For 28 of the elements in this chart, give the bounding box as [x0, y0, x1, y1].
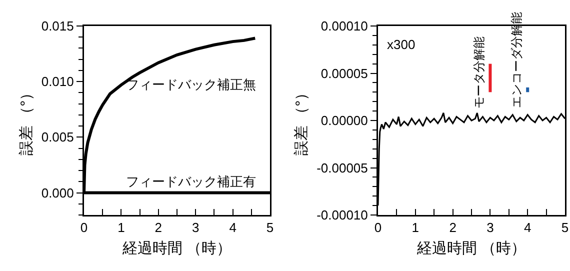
y-tick-label: 0.015	[41, 18, 74, 34]
x-tick-label: 0	[374, 220, 382, 236]
y-tick-label: 0.00005	[320, 66, 368, 81]
x-tick-label: 1	[118, 220, 125, 236]
x-tick-label: 3	[486, 220, 494, 236]
y-tick-label: 0.000	[41, 185, 74, 200]
x-tick-label: 4	[524, 220, 532, 236]
y-tick-label: 0.00010	[320, 18, 368, 34]
y-tick-label: 0.005	[41, 130, 74, 145]
text: モータ分解能	[472, 36, 486, 108]
y-tick-label: 0.010	[41, 74, 74, 90]
x-tick-label: 5	[561, 220, 569, 236]
y-axis-title: 誤差 （°）	[18, 85, 35, 156]
series-label: フィードバック補正有	[126, 174, 256, 189]
y-axis-title: 誤差 （°）	[293, 85, 310, 156]
y-tick-label: -0.00010	[316, 208, 368, 223]
x-tick-label: 3	[192, 220, 200, 236]
x-tick-label: 4	[229, 220, 236, 236]
x-tick-label: 1	[412, 220, 420, 236]
x-tick-label: 0	[80, 220, 88, 236]
y-tick-label: 0.00000	[320, 113, 368, 128]
x-tick-label: 2	[449, 220, 456, 236]
y-tick-label: -0.00005	[316, 160, 368, 176]
annotation: x300	[387, 37, 416, 52]
x-axis-title: 経過時間 （時）	[416, 240, 526, 257]
x-tick-label: 5	[266, 220, 274, 236]
x-axis-title: 経過時間 （時）	[121, 240, 232, 257]
x-tick-label: 2	[154, 220, 162, 236]
